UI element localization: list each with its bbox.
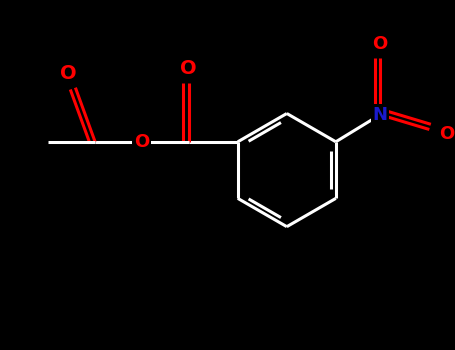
Text: O: O: [439, 125, 454, 144]
Text: O: O: [373, 35, 388, 53]
Text: N: N: [373, 106, 388, 124]
Text: O: O: [60, 64, 76, 83]
Text: O: O: [134, 133, 149, 151]
Text: O: O: [180, 60, 197, 78]
